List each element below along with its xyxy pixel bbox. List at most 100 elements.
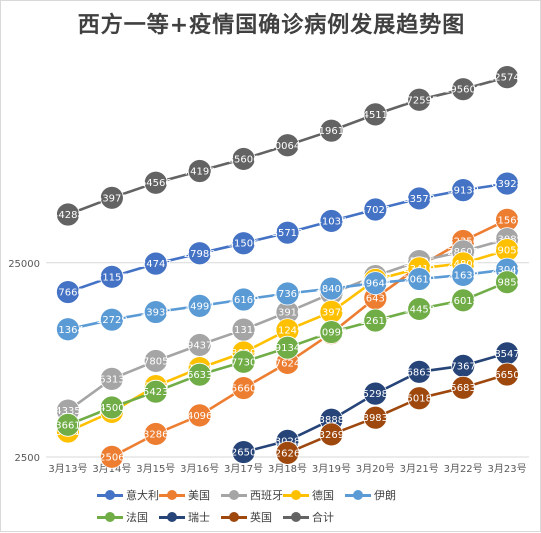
data-label: 4335: [55, 406, 80, 417]
data-label: 2650: [231, 448, 256, 459]
data-label: 16437: [359, 294, 391, 305]
data-point: [99, 444, 124, 469]
data-label: 13910: [272, 308, 304, 319]
data-point: [363, 308, 388, 333]
data-point: [363, 271, 388, 295]
data-label: 7624: [275, 358, 300, 369]
legend-swatch: [221, 512, 247, 522]
legend-row: 法国 瑞士 英国 合计: [97, 506, 477, 528]
data-point: [495, 171, 519, 196]
data-label: 3888: [319, 415, 344, 426]
data-label: 21638: [447, 270, 479, 281]
data-point: [231, 231, 256, 256]
data-label: 145110: [356, 110, 394, 121]
data-label: 225744: [488, 73, 526, 84]
data-point: [275, 335, 300, 360]
legend-label: 法国: [126, 511, 148, 524]
legend: 意大利 美国 西班牙 德国 伊朗 法国 瑞士 英国 合计: [97, 484, 477, 528]
legend-label: 英国: [250, 511, 272, 524]
x-tick-label: 3月18号: [268, 463, 307, 475]
data-point: [187, 362, 212, 387]
legend-item: 德国: [283, 487, 345, 503]
x-tick-label: 3月23号: [487, 463, 526, 475]
legend-row: 意大利 美国 西班牙 德国 伊朗: [97, 484, 477, 506]
data-label: 27980: [184, 249, 216, 260]
data-point: [319, 118, 344, 143]
data-label: 3286: [143, 429, 168, 440]
legend-item: 伊朗: [345, 487, 407, 503]
data-point: [99, 185, 124, 210]
data-point: [187, 241, 212, 266]
legend-label: 伊朗: [374, 489, 396, 502]
data-point: [363, 197, 388, 222]
legend-label: 意大利: [126, 489, 159, 502]
data-label: 13979: [316, 307, 348, 318]
data-point: [143, 379, 168, 404]
data-label: 7730: [231, 357, 256, 368]
data-point: [99, 395, 124, 420]
data-label: 21157: [96, 272, 128, 283]
data-point: [143, 349, 168, 373]
data-point: [407, 87, 432, 112]
data-label: 74192: [184, 166, 216, 177]
x-tick-label: 3月16号: [180, 463, 219, 475]
data-label: 3661: [55, 420, 80, 431]
data-label: 100645: [268, 141, 306, 152]
data-point: [231, 287, 256, 312]
legend-item: 瑞士: [159, 509, 221, 525]
x-tick-label: 3月21号: [400, 463, 439, 475]
data-point: [407, 297, 432, 321]
data-label: 17660: [52, 288, 84, 299]
data-label: 85606: [228, 154, 260, 165]
data-label: 17361: [272, 289, 304, 300]
legend-swatch: [283, 490, 309, 500]
legend-label: 美国: [188, 489, 210, 502]
series-line: [111, 218, 508, 458]
data-label: 35713: [272, 228, 304, 239]
data-point: [451, 178, 476, 203]
data-label: 2626: [275, 448, 300, 459]
data-point: [231, 440, 256, 464]
legend-swatch: [97, 512, 123, 522]
data-point: [56, 317, 80, 342]
data-label: 10995: [316, 328, 348, 339]
data-label: 7805: [143, 356, 168, 367]
legend-swatch: [159, 512, 185, 522]
data-label: 13938: [140, 308, 172, 319]
data-point: [56, 280, 80, 304]
data-label: 29056: [491, 246, 523, 257]
data-label: 11249: [272, 326, 304, 337]
data-label: 3983: [363, 413, 388, 424]
data-label: 64566: [140, 178, 172, 189]
data-label: 119610: [312, 126, 350, 137]
data-point: [231, 376, 256, 400]
data-point: [363, 102, 388, 127]
data-label: 6633: [187, 370, 212, 381]
data-point: [407, 267, 432, 291]
data-point: [187, 293, 212, 318]
legend-label: 合计: [312, 511, 334, 524]
data-point: [319, 209, 344, 233]
data-label: 5018: [407, 394, 432, 405]
data-point: [231, 147, 256, 171]
data-point: [319, 320, 344, 344]
data-point: [143, 251, 168, 276]
data-label: 16018: [447, 296, 479, 307]
legend-item: 意大利: [97, 487, 159, 503]
data-label: 14459: [403, 304, 435, 315]
data-point: [187, 159, 212, 183]
data-label: 6863: [407, 367, 432, 378]
data-label: 24747: [140, 259, 172, 270]
data-point: [495, 270, 519, 295]
x-tick-label: 3月15号: [136, 463, 175, 475]
y-tick-label: 2500: [15, 453, 40, 464]
data-point: [495, 65, 519, 90]
legend-swatch: [283, 512, 309, 522]
legend-item: 法国: [97, 509, 159, 525]
data-point: [275, 133, 300, 158]
data-label: 12612: [359, 316, 391, 327]
data-label: 172595: [400, 95, 438, 106]
data-label: 12729: [96, 315, 128, 326]
data-label: 5660: [231, 384, 256, 395]
